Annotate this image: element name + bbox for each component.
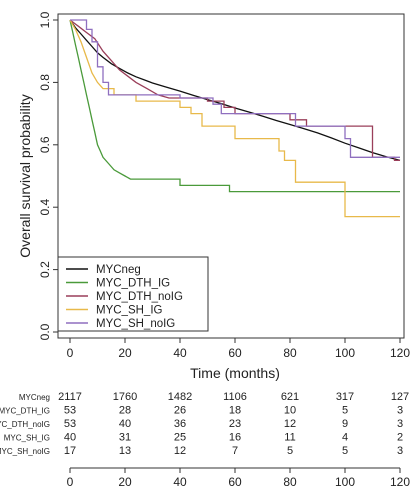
risk-row-label: MYC_SH_noIG: [0, 447, 50, 456]
risk-cell: 12: [174, 445, 186, 457]
risk-cell: 40: [64, 432, 76, 444]
series-line-myc-dth-ig: [69, 19, 400, 193]
legend-label: MYC_SH_IG: [96, 305, 163, 317]
risk-cell: 40: [119, 418, 131, 430]
risk-cell: 31: [119, 432, 131, 444]
y-tick-label: 0.2: [38, 261, 52, 278]
risk-cell: 621: [281, 391, 299, 403]
risk-table: MYCneg 2117 1760 1482 1106 621 317 127MYC_DTH_I…: [0, 391, 410, 489]
risk-cell: 3: [397, 418, 403, 430]
risk-cell: 13: [119, 445, 131, 457]
risk-cell: 53: [64, 418, 76, 430]
risk-cell: 5: [342, 405, 348, 417]
risk-row-label: MYCneg: [19, 393, 50, 402]
risk-cell: 17: [64, 445, 76, 457]
risk-cell: 317: [336, 391, 354, 403]
risk-cell: 18: [229, 405, 241, 417]
risk-cell: 12: [284, 418, 296, 430]
legend-label: MYC_DTH_noIG: [96, 291, 183, 303]
y-tick-label: 0.4: [38, 199, 52, 216]
series-layer: [69, 19, 401, 218]
risk-cell: 16: [229, 432, 241, 444]
legend-label: MYCneg: [96, 264, 141, 276]
risk-cell: 5: [342, 445, 348, 457]
axes-layer: 0.0 0.2 0.4 0.6 0.8 1.0 Overall survival proba…: [17, 11, 410, 381]
legend-label: MYC_SH_noIG: [96, 318, 175, 330]
risk-cell: 2117: [58, 391, 82, 403]
risk-cell: 9: [342, 418, 348, 430]
x-tick-label: 40: [173, 346, 187, 360]
y-tick-label: 0.0: [38, 323, 52, 340]
series-line-myc-sh-noig: [70, 19, 400, 158]
risk-cell: 5: [287, 445, 293, 457]
risk-cell: 3: [397, 405, 403, 417]
risk-cell: 7: [232, 445, 238, 457]
risk-cell: 4: [342, 432, 348, 444]
risk-cell: 23: [229, 418, 241, 430]
risk-cell: 11: [284, 432, 295, 444]
risk-time-tick-label: 80: [283, 475, 297, 489]
risk-time-tick-label: 120: [390, 475, 410, 489]
risk-row-label: MYC_DTH_noIG: [0, 420, 50, 429]
y-axis-title: Overall survival probability: [17, 94, 33, 257]
risk-cell: 1106: [223, 391, 247, 403]
risk-cell: 1760: [113, 391, 137, 403]
legend-label: MYC_DTH_IG: [96, 278, 170, 290]
x-tick-label: 0: [67, 346, 74, 360]
risk-cell: 26: [174, 405, 186, 417]
y-tick-label: 0.6: [38, 136, 52, 153]
risk-row-label: MYC_DTH_IG: [0, 407, 50, 416]
risk-cell: 3: [397, 445, 403, 457]
x-tick-label: 120: [390, 346, 410, 360]
series-line-myc-dth-noig: [69, 19, 400, 162]
x-tick-label: 80: [283, 346, 297, 360]
y-tick-label: 1.0: [38, 11, 52, 28]
x-tick-label: 100: [335, 346, 355, 360]
risk-time-tick-label: 100: [335, 475, 355, 489]
series-line-myc-sh-ig: [69, 19, 400, 218]
x-axis-title: Time (months): [190, 365, 280, 381]
risk-cell: 36: [174, 418, 186, 430]
risk-cell: 127: [391, 391, 409, 403]
risk-cell: 25: [174, 432, 186, 444]
x-tick-label: 60: [228, 346, 242, 360]
risk-time-tick-label: 0: [67, 475, 74, 489]
risk-cell: 28: [119, 405, 131, 417]
risk-cell: 2: [397, 432, 403, 444]
risk-time-tick-label: 20: [118, 475, 132, 489]
x-tick-label: 20: [118, 346, 132, 360]
risk-cell: 10: [284, 405, 296, 417]
y-tick-label: 0.8: [38, 74, 52, 91]
risk-time-tick-label: 60: [228, 475, 242, 489]
risk-cell: 53: [64, 405, 76, 417]
risk-time-tick-label: 40: [173, 475, 187, 489]
risk-cell: 1482: [168, 391, 192, 403]
risk-row-label: MYC_SH_IG: [4, 434, 50, 443]
